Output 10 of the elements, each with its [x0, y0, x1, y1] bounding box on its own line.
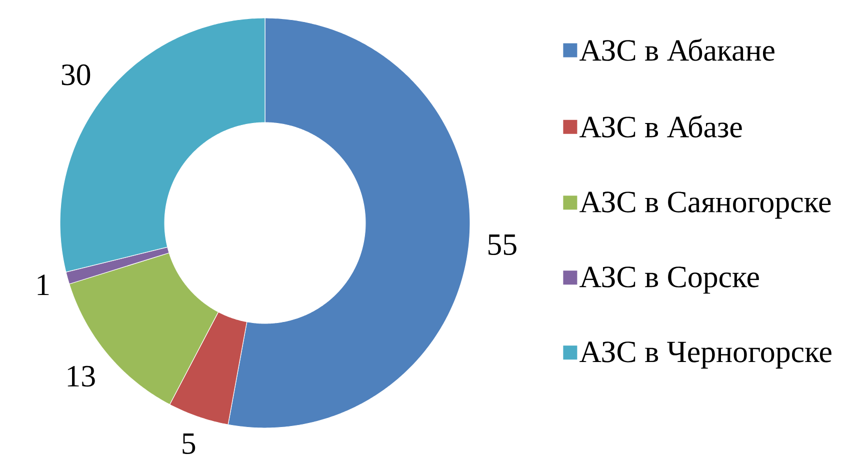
legend-label: АЗС в Абазе	[579, 115, 742, 138]
data-label: 5	[182, 433, 196, 454]
data-label: 13	[68, 366, 95, 387]
data-label: 30	[62, 64, 90, 86]
legend-label: АЗС в Саяногорске	[579, 192, 831, 219]
data-label: 55	[488, 234, 516, 256]
legend-label: АЗС в Абакане	[579, 38, 774, 61]
data-label: 1	[38, 274, 49, 296]
legend-label: АЗС в Черногорске	[579, 342, 832, 369]
legend-label: АЗС в Сорске	[579, 266, 759, 294]
